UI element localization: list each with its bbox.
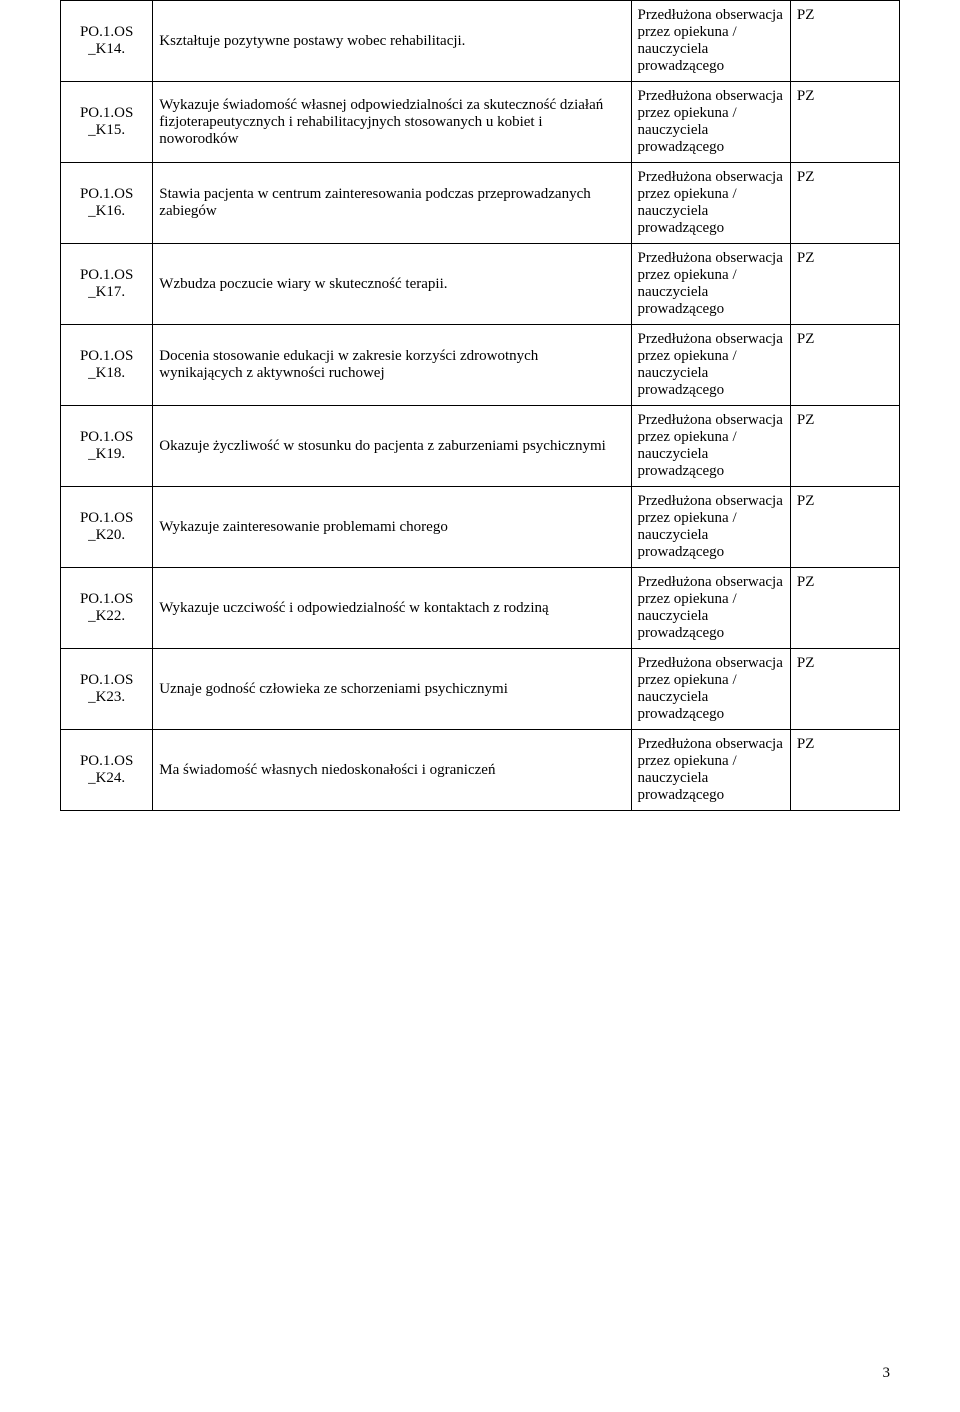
code-line-2: _K14. [67,41,146,58]
code-cell: PO.1.OS_K18. [61,325,153,406]
code-line-1: PO.1.OS [67,24,146,41]
pz-cell: PZ [790,730,899,811]
code-line-1: PO.1.OS [67,510,146,527]
method-cell: Przedłużona obserwacja przez opiekuna / … [631,649,790,730]
table-row: PO.1.OS_K20.Wykazuje zainteresowanie pro… [61,487,900,568]
code-cell: PO.1.OS_K15. [61,82,153,163]
code-line-2: _K15. [67,122,146,139]
code-line-2: _K18. [67,365,146,382]
code-cell: PO.1.OS_K22. [61,568,153,649]
method-cell: Przedłużona obserwacja przez opiekuna / … [631,82,790,163]
table-row: PO.1.OS_K22.Wykazuje uczciwość i odpowie… [61,568,900,649]
pz-cell: PZ [790,244,899,325]
pz-cell: PZ [790,649,899,730]
pz-cell: PZ [790,568,899,649]
pz-cell: PZ [790,1,899,82]
method-cell: Przedłużona obserwacja przez opiekuna / … [631,163,790,244]
method-cell: Przedłużona obserwacja przez opiekuna / … [631,325,790,406]
code-cell: PO.1.OS_K17. [61,244,153,325]
code-line-2: _K22. [67,608,146,625]
method-cell: Przedłużona obserwacja przez opiekuna / … [631,568,790,649]
page-container: PO.1.OS_K14.Kształtuje pozytywne postawy… [0,0,960,1412]
description-cell: Wykazuje uczciwość i odpowiedzialność w … [153,568,631,649]
description-cell: Wykazuje świadomość własnej odpowiedzial… [153,82,631,163]
table-row: PO.1.OS_K16.Stawia pacjenta w centrum za… [61,163,900,244]
pz-cell: PZ [790,163,899,244]
description-cell: Stawia pacjenta w centrum zainteresowani… [153,163,631,244]
description-cell: Wzbudza poczucie wiary w skuteczność ter… [153,244,631,325]
method-cell: Przedłużona obserwacja przez opiekuna / … [631,244,790,325]
pz-cell: PZ [790,325,899,406]
method-cell: Przedłużona obserwacja przez opiekuna / … [631,487,790,568]
method-cell: Przedłużona obserwacja przez opiekuna / … [631,1,790,82]
table-row: PO.1.OS_K23.Uznaje godność człowieka ze … [61,649,900,730]
table-row: PO.1.OS_K24.Ma świadomość własnych niedo… [61,730,900,811]
table-row: PO.1.OS_K15.Wykazuje świadomość własnej … [61,82,900,163]
code-line-1: PO.1.OS [67,591,146,608]
table-row: PO.1.OS_K14.Kształtuje pozytywne postawy… [61,1,900,82]
description-cell: Ma świadomość własnych niedoskonałości i… [153,730,631,811]
table-row: PO.1.OS_K18.Docenia stosowanie edukacji … [61,325,900,406]
table-row: PO.1.OS_K17.Wzbudza poczucie wiary w sku… [61,244,900,325]
code-cell: PO.1.OS_K20. [61,487,153,568]
code-line-2: _K19. [67,446,146,463]
pz-cell: PZ [790,82,899,163]
code-line-2: _K20. [67,527,146,544]
method-cell: Przedłużona obserwacja przez opiekuna / … [631,730,790,811]
code-cell: PO.1.OS_K16. [61,163,153,244]
code-cell: PO.1.OS_K24. [61,730,153,811]
code-line-2: _K24. [67,770,146,787]
code-line-1: PO.1.OS [67,348,146,365]
code-line-2: _K17. [67,284,146,301]
pz-cell: PZ [790,487,899,568]
code-cell: PO.1.OS_K23. [61,649,153,730]
description-cell: Docenia stosowanie edukacji w zakresie k… [153,325,631,406]
code-line-2: _K16. [67,203,146,220]
method-cell: Przedłużona obserwacja przez opiekuna / … [631,406,790,487]
code-cell: PO.1.OS_K19. [61,406,153,487]
code-line-1: PO.1.OS [67,672,146,689]
table-row: PO.1.OS_K19.Okazuje życzliwość w stosunk… [61,406,900,487]
pz-cell: PZ [790,406,899,487]
description-cell: Uznaje godność człowieka ze schorzeniami… [153,649,631,730]
code-cell: PO.1.OS_K14. [61,1,153,82]
main-table: PO.1.OS_K14.Kształtuje pozytywne postawy… [60,0,900,811]
code-line-1: PO.1.OS [67,267,146,284]
code-line-1: PO.1.OS [67,753,146,770]
code-line-2: _K23. [67,689,146,706]
description-cell: Okazuje życzliwość w stosunku do pacjent… [153,406,631,487]
page-number: 3 [883,1365,891,1382]
description-cell: Kształtuje pozytywne postawy wobec rehab… [153,1,631,82]
code-line-1: PO.1.OS [67,186,146,203]
code-line-1: PO.1.OS [67,429,146,446]
code-line-1: PO.1.OS [67,105,146,122]
description-cell: Wykazuje zainteresowanie problemami chor… [153,487,631,568]
